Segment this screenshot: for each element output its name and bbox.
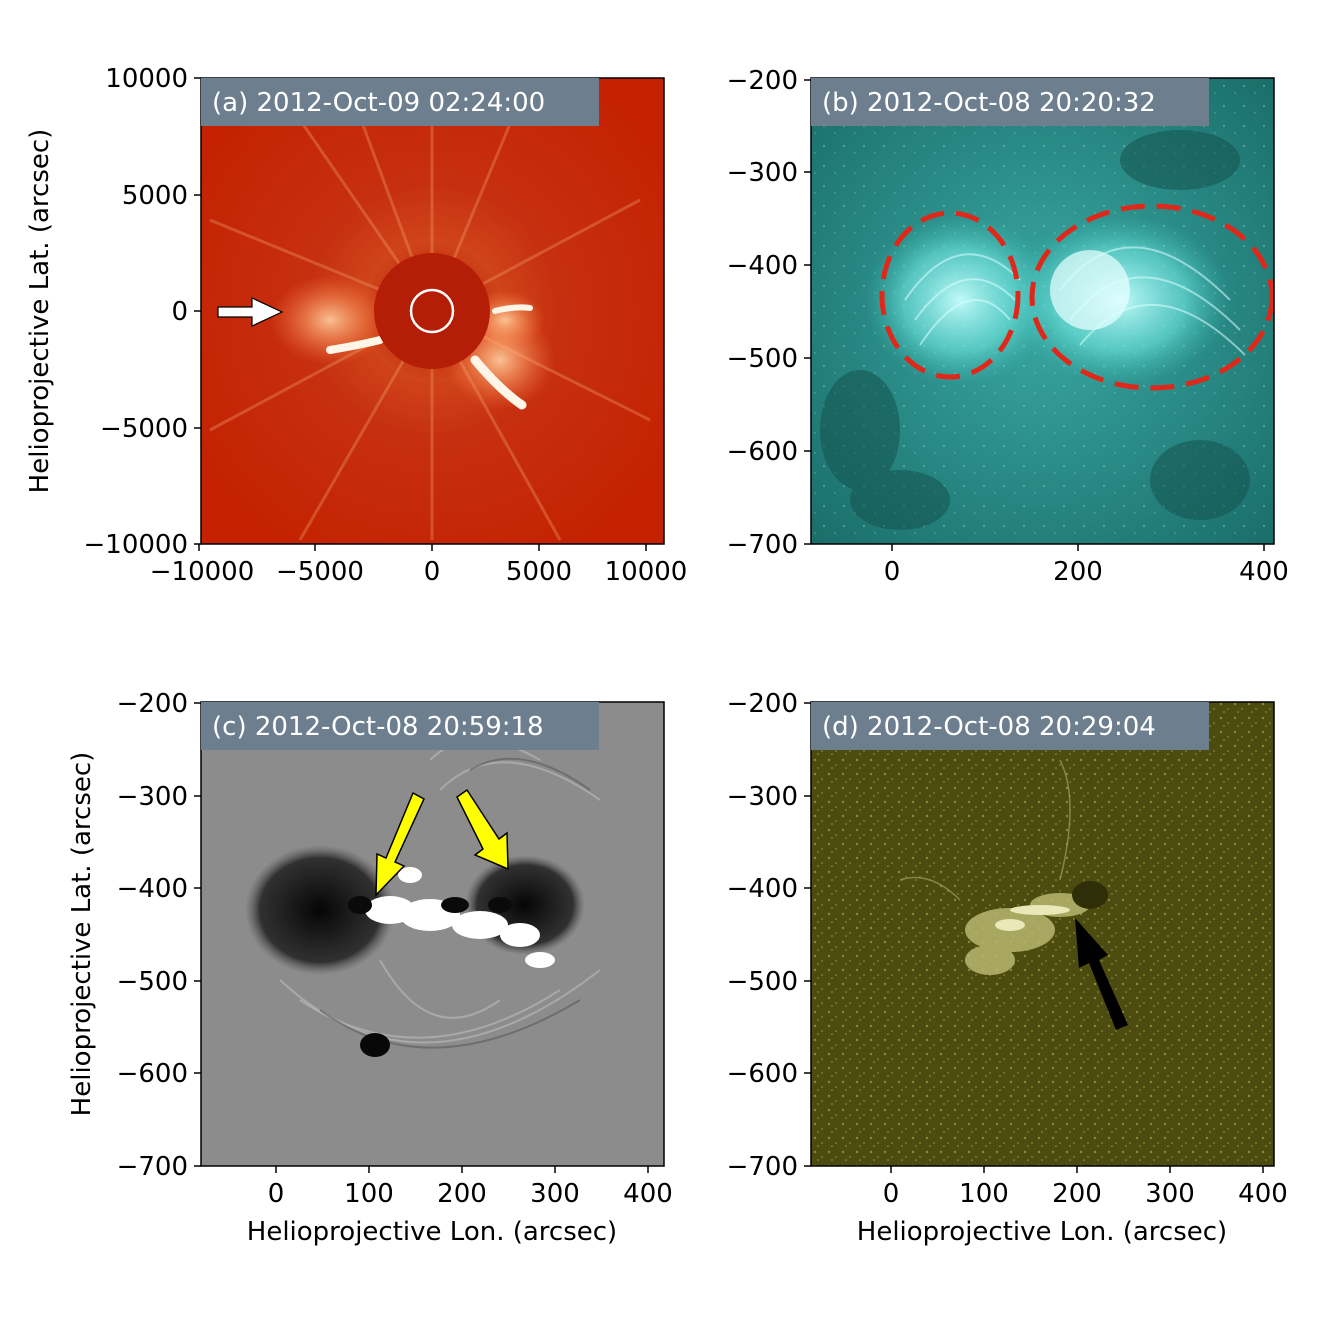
panel-d-x-ticks: 0 100 200 300 400 <box>883 1166 1288 1209</box>
panel-c-y-ticks: −200 −300 −400 −500 −600 −700 <box>117 689 201 1182</box>
panel-b-ytick: −400 <box>727 251 798 281</box>
panel-d-ytick: −500 <box>727 967 798 997</box>
panel-a-xtick: 0 <box>424 557 441 587</box>
panel-d-xtick: 0 <box>883 1179 900 1209</box>
panel-c-xtick: 200 <box>437 1179 487 1209</box>
panel-b-x-ticks: 0 200 400 <box>884 544 1289 587</box>
panel-b-xtick: 400 <box>1239 557 1289 587</box>
panel-a-ytick: −10000 <box>84 530 189 560</box>
panel-d-black-arrow <box>1075 918 1128 1030</box>
panel-c-yellow-arrow-right <box>456 788 509 871</box>
panel-d-ytick: −400 <box>727 874 798 904</box>
panel-d-xtick: 100 <box>959 1179 1009 1209</box>
panel-b-ellipse-right <box>1029 203 1274 391</box>
panel-c-ytick: −600 <box>117 1059 188 1089</box>
panel-b-ellipse-left <box>879 210 1021 380</box>
panel-c-ytick: −500 <box>117 967 188 997</box>
panel-d-image <box>811 702 1274 1166</box>
panel-c-xtick: 100 <box>344 1179 394 1209</box>
panel-a: (a) 2012-Oct-09 02:24:00 10000 5000 0 −5… <box>25 64 687 587</box>
panel-b-xtick: 0 <box>884 557 901 587</box>
panel-b-image <box>811 78 1274 544</box>
panel-b: (b) 2012-Oct-08 20:20:32 −200 −300 −400 … <box>727 66 1289 587</box>
panel-b-label: (b) 2012-Oct-08 20:20:32 <box>822 88 1156 118</box>
panel-a-ytick: 0 <box>171 297 188 327</box>
panel-c-label: (c) 2012-Oct-08 20:59:18 <box>212 712 544 742</box>
panel-d-y-ticks: −200 −300 −400 −500 −600 −700 <box>727 689 811 1182</box>
panel-d-label: (d) 2012-Oct-08 20:29:04 <box>822 712 1156 742</box>
panel-c-xtick: 0 <box>268 1179 285 1209</box>
panel-b-ytick: −600 <box>727 437 798 467</box>
panel-d-xtick: 300 <box>1145 1179 1195 1209</box>
panel-d-xtick: 200 <box>1052 1179 1102 1209</box>
panel-b-xtick: 200 <box>1053 557 1103 587</box>
panel-c-xtick: 400 <box>623 1179 673 1209</box>
panel-d-ytick: −700 <box>727 1152 798 1182</box>
panel-b-ytick: −500 <box>727 344 798 374</box>
panel-b-ytick: −200 <box>727 66 798 96</box>
panel-c-x-ticks: 0 100 200 300 400 <box>268 1166 673 1209</box>
panel-a-white-arrow <box>217 297 284 327</box>
panel-c-ytick: −200 <box>117 689 188 719</box>
panel-d-ytick: −200 <box>727 689 798 719</box>
panel-d-ytick: −600 <box>727 1059 798 1089</box>
panel-c: (c) 2012-Oct-08 20:59:18 −200 −300 −400 … <box>67 689 673 1247</box>
panel-a-xtick: −5000 <box>276 557 364 587</box>
panel-a-ytick: −5000 <box>100 414 188 444</box>
panel-c-ytick: −300 <box>117 782 188 812</box>
panel-d: (d) 2012-Oct-08 20:29:04 −200 −300 −400 … <box>727 689 1288 1247</box>
panel-a-xtick: −10000 <box>150 557 255 587</box>
panel-b-ytick: −300 <box>727 158 798 188</box>
panel-c-label-box <box>201 702 599 750</box>
panel-c-xtick: 300 <box>530 1179 580 1209</box>
panel-d-xtick: 400 <box>1238 1179 1288 1209</box>
panel-d-ytick: −300 <box>727 782 798 812</box>
panel-a-ytick: 10000 <box>105 64 188 94</box>
panel-a-x-ticks: −10000 −5000 0 5000 10000 <box>150 544 688 587</box>
panel-b-ytick: −700 <box>727 530 798 560</box>
panel-c-ylabel: Helioprojective Lat. (arcsec) <box>67 752 97 1117</box>
panel-c-ytick: −700 <box>117 1152 188 1182</box>
panel-a-ytick: 5000 <box>122 181 188 211</box>
panel-d-xlabel: Helioprojective Lon. (arcsec) <box>857 1217 1227 1247</box>
panel-a-y-ticks: 10000 5000 0 −5000 −10000 <box>84 64 201 560</box>
panel-c-image <box>201 702 664 1166</box>
panel-a-xtick: 10000 <box>605 557 688 587</box>
panel-c-yellow-arrow-left <box>375 791 425 897</box>
panel-a-ylabel: Helioprojective Lat. (arcsec) <box>25 129 55 494</box>
panel-c-ytick: −400 <box>117 874 188 904</box>
panel-d-label-box <box>811 702 1209 750</box>
panel-c-xlabel: Helioprojective Lon. (arcsec) <box>247 1217 617 1247</box>
panel-b-y-ticks: −200 −300 −400 −500 −600 −700 <box>727 66 811 560</box>
panel-a-label-box <box>201 78 599 126</box>
panel-a-xtick: 5000 <box>506 557 572 587</box>
panel-b-label-box <box>811 78 1209 126</box>
panel-a-label: (a) 2012-Oct-09 02:24:00 <box>212 88 545 118</box>
